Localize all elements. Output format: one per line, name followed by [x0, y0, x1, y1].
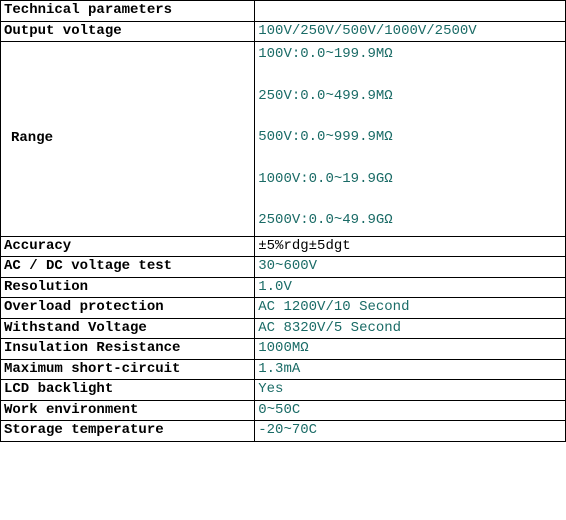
row-label: Output voltage	[1, 21, 255, 42]
row-label: Work environment	[1, 400, 255, 421]
range-label: Range	[1, 42, 255, 237]
range-line: 1000V:0.0~19.9GΩ	[258, 171, 562, 189]
row-label: AC / DC voltage test	[1, 257, 255, 278]
row-value: 1.3mA	[255, 359, 566, 380]
row-value: AC 8320V/5 Second	[255, 318, 566, 339]
table-body: Technical parameters Output voltage 100V…	[1, 1, 566, 442]
header-row: Technical parameters	[1, 1, 566, 22]
row-label: Withstand Voltage	[1, 318, 255, 339]
table-row: Accuracy ±5%rdg±5dgt	[1, 236, 566, 257]
range-line: 250V:0.0~499.9MΩ	[258, 88, 562, 106]
table-row: Storage temperature -20~70C	[1, 421, 566, 442]
range-line: 2500V:0.0~49.9GΩ	[258, 212, 562, 230]
row-label: Accuracy	[1, 236, 255, 257]
row-label: Storage temperature	[1, 421, 255, 442]
table-row: Resolution 1.0V	[1, 277, 566, 298]
row-value: 100V/250V/500V/1000V/2500V	[255, 21, 566, 42]
table-row: Overload protection AC 1200V/10 Second	[1, 298, 566, 319]
row-value: 0~50C	[255, 400, 566, 421]
row-value: 1000MΩ	[255, 339, 566, 360]
table-row: LCD backlight Yes	[1, 380, 566, 401]
row-label: Insulation Resistance	[1, 339, 255, 360]
range-row: Range 100V:0.0~199.9MΩ 250V:0.0~499.9MΩ …	[1, 42, 566, 237]
row-label: Overload protection	[1, 298, 255, 319]
range-line: 500V:0.0~999.9MΩ	[258, 129, 562, 147]
table-row: Work environment 0~50C	[1, 400, 566, 421]
header-label: Technical parameters	[1, 1, 255, 22]
range-values: 100V:0.0~199.9MΩ 250V:0.0~499.9MΩ 500V:0…	[255, 42, 566, 237]
range-line: 100V:0.0~199.9MΩ	[258, 46, 562, 64]
table-row: Output voltage 100V/250V/500V/1000V/2500…	[1, 21, 566, 42]
specs-table: Technical parameters Output voltage 100V…	[0, 0, 566, 442]
row-value: 1.0V	[255, 277, 566, 298]
row-value: AC 1200V/10 Second	[255, 298, 566, 319]
row-value: 30~600V	[255, 257, 566, 278]
row-label: LCD backlight	[1, 380, 255, 401]
header-value	[255, 1, 566, 22]
row-value: ±5%rdg±5dgt	[255, 236, 566, 257]
row-label: Resolution	[1, 277, 255, 298]
table-row: Maximum short-circuit 1.3mA	[1, 359, 566, 380]
table-row: Withstand Voltage AC 8320V/5 Second	[1, 318, 566, 339]
row-label: Maximum short-circuit	[1, 359, 255, 380]
table-row: Insulation Resistance 1000MΩ	[1, 339, 566, 360]
row-value: Yes	[255, 380, 566, 401]
table-row: AC / DC voltage test 30~600V	[1, 257, 566, 278]
row-value: -20~70C	[255, 421, 566, 442]
